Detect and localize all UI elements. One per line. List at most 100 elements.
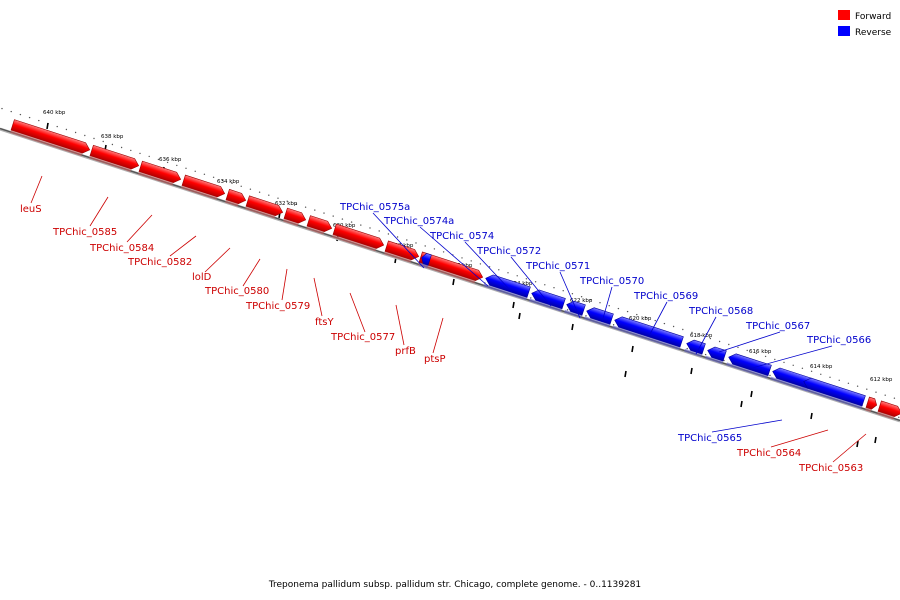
scale-tick	[624, 370, 627, 378]
gene-label[interactable]: lolD	[192, 272, 212, 283]
gene-label-connector	[281, 268, 288, 301]
gene-feature[interactable]	[225, 188, 247, 208]
gene-label-connector	[464, 241, 513, 293]
kbp-tick-label: 632 kbp	[275, 201, 298, 207]
gene-label[interactable]: TPChic_0580	[204, 286, 269, 297]
gene-label[interactable]: TPChic_0582	[127, 257, 192, 268]
gene-label-connector	[313, 277, 323, 317]
gene-label-connector	[169, 235, 197, 257]
kbp-tick-label: 636 kbp	[159, 157, 182, 163]
gene-feature[interactable]	[705, 345, 727, 364]
gene-feature[interactable]	[529, 288, 566, 312]
gene-label[interactable]: TPChic_0569	[633, 291, 698, 302]
gene-feature[interactable]	[612, 315, 684, 350]
gene-label-connector	[204, 247, 231, 273]
gene-label[interactable]: TPChic_0577	[330, 332, 395, 343]
gene-label[interactable]: TPChic_0585	[52, 227, 117, 238]
gene-label-connector	[372, 212, 425, 269]
gene-feature[interactable]	[306, 215, 333, 237]
gene-label-connector	[432, 317, 444, 354]
gene-feature[interactable]	[138, 160, 182, 187]
gene-feature[interactable]	[684, 338, 706, 358]
gene-label-connector	[559, 271, 581, 319]
gene-feature[interactable]	[418, 251, 484, 285]
gene-label[interactable]: TPChic_0564	[736, 448, 801, 459]
gene-label[interactable]: TPChic_0568	[688, 306, 753, 317]
gene-label-connector	[395, 304, 405, 346]
gene-feature[interactable]	[801, 376, 866, 410]
gene-label-connector	[832, 433, 867, 463]
gene-label[interactable]: TPChic_0567	[745, 321, 810, 332]
gene-feature[interactable]	[584, 306, 614, 328]
kbp-tick-label: 640 kbp	[43, 110, 66, 116]
gene-feature[interactable]	[245, 195, 284, 221]
gene-label-connector	[30, 175, 43, 204]
gene-label-connector	[649, 301, 668, 335]
scale-tick	[740, 400, 743, 408]
gene-label-connector	[419, 226, 489, 287]
gene-labels: leuS TPChic_0585 TPChic_0584 TPChic_0582lol…	[20, 175, 871, 474]
genome-caption: Treponema pallidum subsp. pallidum str. …	[268, 580, 641, 590]
gene-label[interactable]: TPChic_0566	[806, 335, 871, 346]
kbp-tick	[46, 122, 49, 130]
kbp-tick-label: 638 kbp	[101, 134, 124, 140]
gene-feature[interactable]	[865, 396, 878, 413]
gene-label[interactable]: TPChic_0579	[245, 301, 310, 312]
kbp-tick-label: 634 kbp	[217, 179, 240, 185]
kbp-tick	[571, 323, 574, 331]
kbp-tick	[512, 301, 515, 309]
legend-forward-swatch	[838, 10, 850, 20]
gene-feature[interactable]	[877, 400, 900, 421]
kbp-tick-label: 630 kbp	[333, 223, 356, 229]
kbp-tick-label: 622 kbp	[570, 298, 593, 304]
gene-label-connector	[751, 345, 833, 369]
gene-label-connector	[242, 258, 261, 287]
kbp-tick-label: 612 kbp	[870, 377, 893, 383]
kbp-tick	[810, 412, 813, 420]
scale-tick	[518, 312, 521, 320]
gene-label[interactable]: TPChic_0574a	[383, 216, 454, 227]
gene-feature[interactable]	[10, 119, 91, 158]
gene-label[interactable]: TPChic_0565	[677, 433, 742, 444]
gene-label[interactable]: TPChic_0584	[89, 243, 154, 254]
gene-label-connector	[695, 316, 717, 355]
gene-feature[interactable]	[419, 252, 432, 269]
gene-feature[interactable]	[181, 174, 226, 202]
gene-label[interactable]: TPChic_0571	[525, 261, 590, 272]
legend-reverse-swatch	[838, 26, 850, 36]
gene-feature[interactable]	[283, 207, 307, 228]
legend-reverse-label: Reverse	[855, 28, 892, 38]
gene-label-connector	[126, 214, 153, 243]
gene-features	[10, 119, 900, 421]
gene-label[interactable]: TPChic_0572	[476, 246, 541, 257]
legend: Forward Reverse	[838, 10, 892, 38]
gene-feature[interactable]	[770, 366, 812, 392]
gene-label-connector	[601, 286, 613, 323]
gene-feature[interactable]	[89, 144, 140, 174]
kbp-tick	[750, 390, 753, 398]
gene-label[interactable]: leuS	[20, 204, 42, 215]
gene-label-connector	[770, 429, 829, 448]
gene-label[interactable]: ftsY	[315, 317, 334, 328]
gene-feature[interactable]	[726, 352, 772, 379]
gene-feature[interactable]	[483, 273, 531, 301]
gene-label[interactable]: TPChic_0575a	[339, 202, 410, 213]
kbp-tick	[874, 436, 877, 444]
kbp-tick	[452, 278, 455, 286]
gene-label[interactable]: prfB	[395, 346, 416, 357]
kbp-tick-label: 620 kbp	[629, 316, 652, 322]
gene-label-connector	[89, 196, 109, 227]
gene-label-connector	[510, 256, 552, 307]
gene-label[interactable]: ptsP	[424, 354, 446, 365]
gene-label[interactable]: TPChic_0570	[579, 276, 644, 287]
kbp-tick-label: 616 kbp	[749, 349, 772, 355]
gene-feature[interactable]	[332, 223, 385, 253]
scale-tick	[856, 440, 859, 448]
gene-label-connector	[349, 292, 366, 333]
kbp-tick	[631, 345, 634, 353]
gene-label-connector	[718, 331, 781, 353]
gene-label-connector	[711, 419, 783, 433]
gene-label[interactable]: TPChic_0563	[798, 463, 863, 474]
gene-label[interactable]: TPChic_0574	[429, 231, 494, 242]
legend-forward-label: Forward	[855, 12, 891, 22]
